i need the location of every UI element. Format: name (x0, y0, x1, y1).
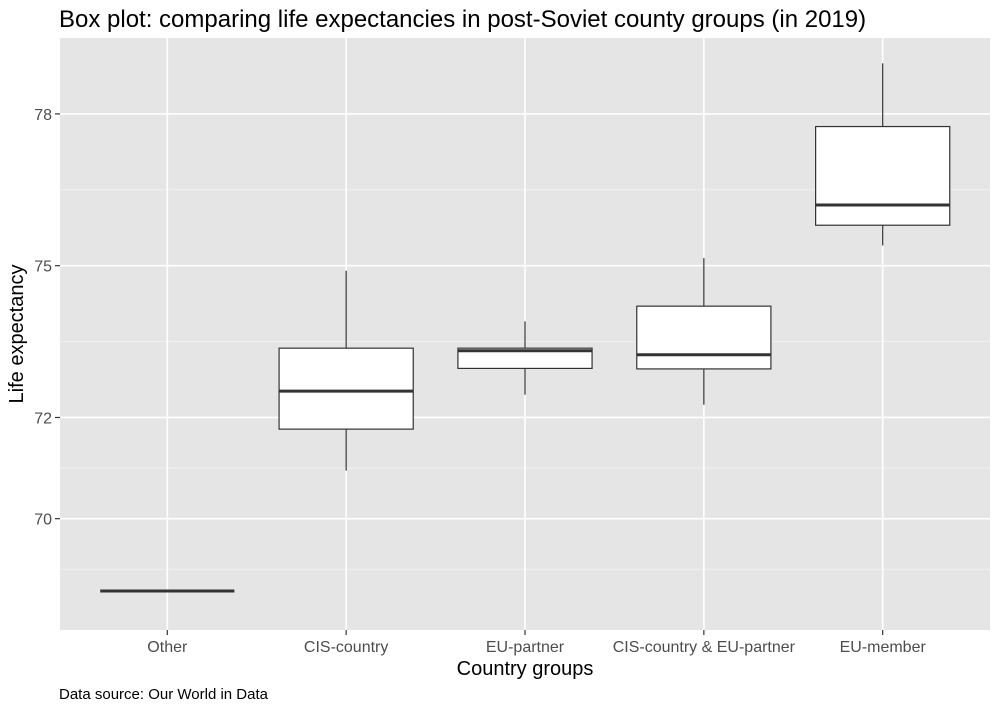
box-cis-country (278, 270, 414, 471)
box-cis-country-eu-partner (636, 258, 772, 405)
y-axis-title: Life expectancy (6, 265, 28, 404)
x-tick-label: EU-member (840, 639, 927, 656)
data-source-caption: Data source: Our World in Data (59, 686, 269, 703)
interquartile-box (815, 125, 951, 226)
y-tick-label: 78 (34, 107, 52, 124)
y-tick-label: 70 (34, 512, 52, 529)
interquartile-box (636, 305, 772, 370)
box-layer (100, 63, 951, 593)
y-tick-label: 75 (34, 259, 52, 276)
x-tick-label: EU-partner (486, 639, 565, 656)
x-tick-label: CIS-country & EU-partner (613, 639, 796, 656)
axis-layer: 70 72 75 78 Other CIS-country EU-partner CIS-co… (34, 107, 926, 656)
x-tick-label: CIS-country (304, 639, 388, 656)
y-tick-label: 72 (34, 410, 52, 427)
interquartile-box (278, 347, 414, 430)
chart-title: Box plot: comparing life expectancies in… (59, 6, 866, 33)
x-tick-label: Other (147, 639, 188, 656)
x-axis-title: Country groups (457, 658, 594, 680)
box-eu-partner (457, 321, 593, 395)
interquartile-box (457, 347, 593, 370)
box-eu-member (815, 63, 951, 246)
